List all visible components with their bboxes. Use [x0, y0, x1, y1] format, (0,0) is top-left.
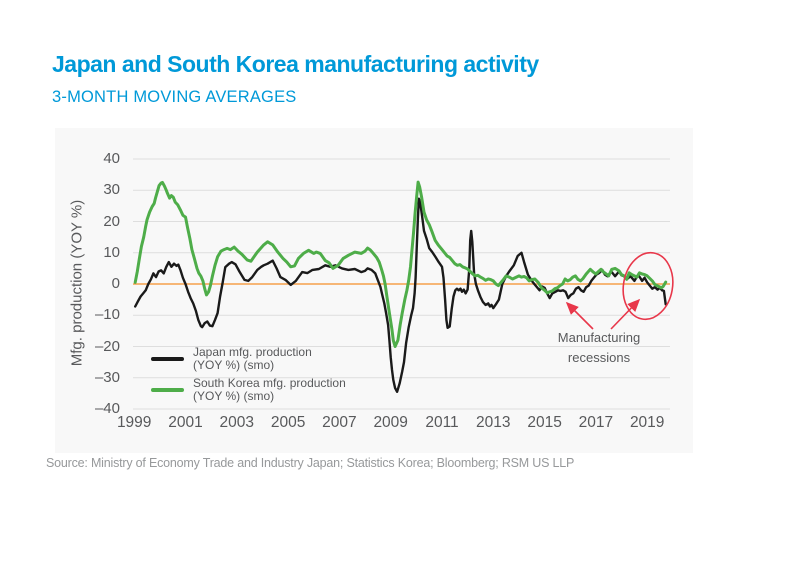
legend-label-japan-line2: (YOY %) (smo)	[193, 358, 275, 372]
y-tick--30: –30	[94, 368, 120, 386]
annotation-label-line2: recessions	[567, 350, 631, 365]
annotation-arrows	[565, 298, 641, 330]
arrow-to-2015-dip-icon	[565, 301, 594, 330]
y-tick--10: –10	[94, 306, 120, 324]
x-tick-2001: 2001	[168, 414, 203, 431]
y-tick-40: 40	[103, 150, 120, 167]
x-tick-2007: 2007	[322, 414, 357, 431]
y-tick-10: 10	[103, 243, 120, 261]
arrow-to-2019-dip-icon	[610, 298, 641, 330]
x-tick-2015: 2015	[527, 414, 562, 431]
x-tick-2019: 2019	[629, 414, 665, 431]
gridlines	[133, 158, 670, 410]
japan-series-line	[133, 197, 667, 393]
x-tick-2005: 2005	[270, 414, 306, 431]
series-lines	[133, 180, 668, 393]
annotation-label-line1: Manufacturing	[557, 330, 641, 345]
y-tick--20: –20	[94, 337, 120, 355]
y-tick-20: 20	[103, 212, 120, 230]
legend-label-japan-line1: Japan mfg. production	[193, 345, 312, 359]
legend: Japan mfg. production (YOY %) (smo) Sout…	[151, 346, 346, 408]
legend-label-south-korea-line2: (YOY %) (smo)	[193, 389, 275, 403]
x-tick-2017: 2017	[578, 414, 614, 431]
x-tick-2013: 2013	[476, 414, 511, 431]
x-tick-2011: 2011	[425, 414, 459, 431]
y-tick--40: –40	[94, 400, 120, 417]
japan-line-swatch	[151, 357, 184, 361]
legend-label-south-korea: South Korea mfg. production (YOY %) (smo…	[193, 377, 346, 403]
x-tick-2009: 2009	[373, 414, 408, 431]
legend-label-south-korea-line1: South Korea mfg. production	[193, 376, 346, 390]
x-tick-1999: 1999	[116, 414, 152, 431]
legend-label-japan: Japan mfg. production (YOY %) (smo)	[193, 346, 312, 372]
legend-item-japan: Japan mfg. production (YOY %) (smo)	[151, 346, 346, 372]
south-korea-line-swatch	[151, 388, 184, 392]
y-tick-30: 30	[103, 181, 120, 199]
recession-circle-annotation	[622, 251, 674, 321]
annotation-label: Manufacturing recessions	[558, 328, 640, 368]
y-tick-0: 0	[111, 275, 120, 292]
chart-subtitle: 3-MONTH MOVING AVERAGES	[52, 88, 297, 106]
source-note: Source: Ministry of Economy Trade and In…	[46, 456, 575, 470]
chart-title: Japan and South Korea manufacturing acti…	[52, 51, 539, 77]
legend-item-south-korea: South Korea mfg. production (YOY %) (smo…	[151, 377, 346, 403]
x-tick-2003: 2003	[219, 414, 255, 431]
south-korea-series-line	[133, 180, 668, 348]
